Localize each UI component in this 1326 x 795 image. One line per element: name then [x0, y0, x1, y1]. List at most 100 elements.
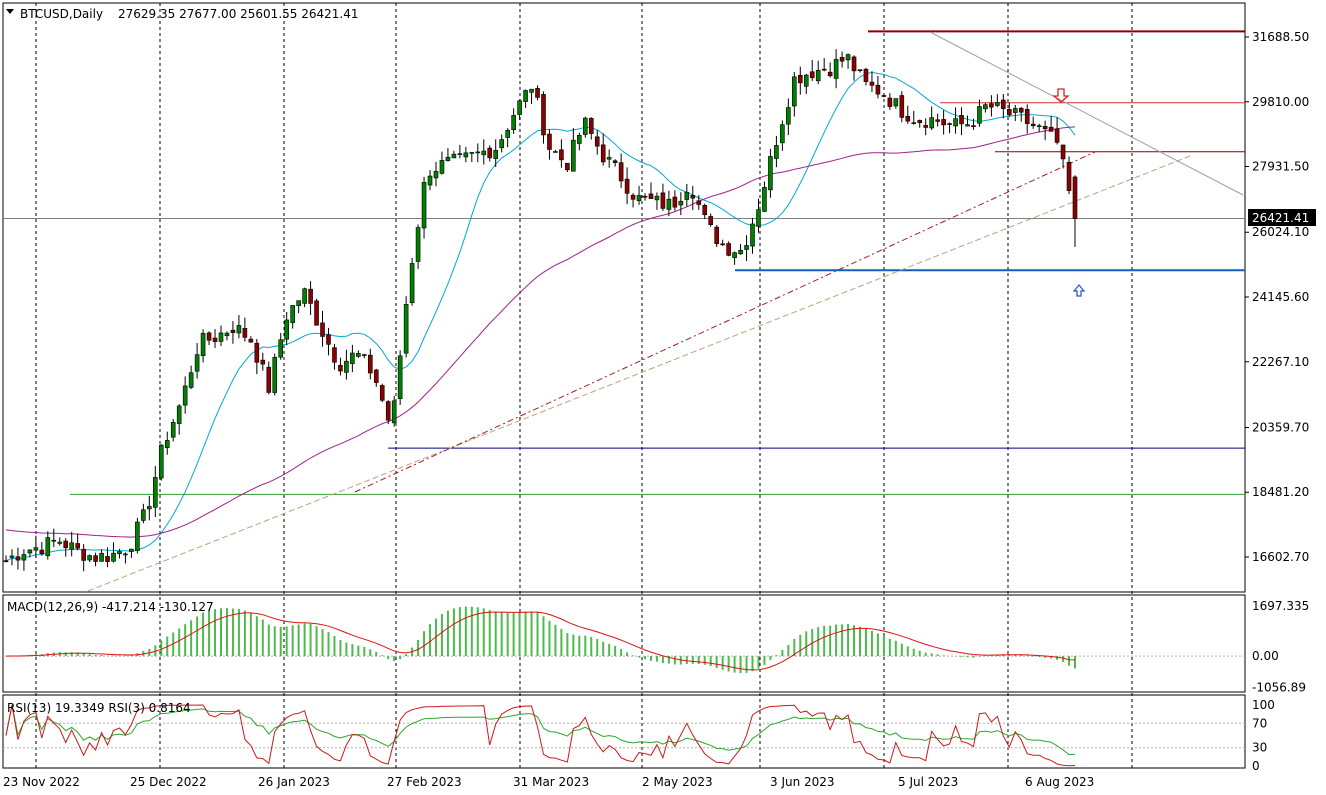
sell-arrow-icon — [1052, 88, 1070, 103]
candle-body — [415, 227, 421, 262]
symbol-label: BTCUSD,Daily — [20, 7, 103, 21]
candle-body — [260, 359, 266, 365]
candle-body — [242, 328, 248, 338]
candle-body — [326, 334, 331, 345]
rsi13-line — [5, 704, 1076, 756]
y-tick-label: 16602.70 — [1252, 550, 1309, 564]
candle-body — [923, 125, 928, 128]
candle-body — [362, 354, 367, 356]
candle-body — [158, 444, 164, 479]
candle-body — [875, 84, 881, 95]
candle-body — [302, 288, 307, 304]
candle-body — [403, 304, 409, 354]
candle-body — [929, 117, 934, 129]
candle-body — [971, 125, 976, 127]
candle-body — [553, 151, 558, 153]
candle-body — [732, 252, 737, 259]
candle-body — [39, 549, 45, 555]
y-tick-label: 20359.70 — [1252, 420, 1309, 434]
candle-body — [887, 97, 893, 107]
candle-body — [774, 145, 779, 159]
candle-body — [493, 150, 499, 159]
candle-body — [577, 135, 582, 144]
ma-fast-line — [5, 71, 1076, 562]
candle-body — [809, 71, 815, 79]
current-price-badge — [1248, 209, 1316, 226]
candle-body — [338, 364, 343, 372]
candle-body — [3, 560, 9, 563]
candle-body — [105, 556, 110, 562]
candle-body — [433, 170, 439, 179]
trendline-support — [87, 155, 1191, 592]
candle-body — [141, 509, 146, 521]
x-tick-label: 23 Nov 2022 — [3, 775, 80, 789]
candle-body — [373, 369, 379, 383]
candle-body — [439, 160, 445, 174]
candle-body — [995, 102, 1000, 106]
buy-arrow-icon — [1072, 284, 1086, 297]
candle-body — [212, 337, 218, 342]
macd-tick-label: -1056.89 — [1252, 680, 1306, 694]
candle-body — [475, 151, 481, 154]
candle-body — [457, 153, 463, 155]
candle-body — [21, 554, 27, 561]
macd-tick-label: 1697.335 — [1252, 599, 1309, 613]
price-axis: 23 Nov 2022 25 Dec 2022 26 Jan 2023 27 Feb … — [3, 30, 1309, 789]
ohlc-label: 27629.35 27677.00 25601.55 26421.41 — [118, 7, 358, 21]
candle-body — [600, 144, 606, 163]
candle-body — [899, 95, 905, 118]
rsi-tick-label: 30 — [1252, 741, 1267, 755]
candle-body — [117, 551, 122, 555]
candle-body — [87, 555, 92, 561]
candle-body — [636, 195, 642, 202]
candle-body — [254, 342, 260, 363]
candle-body — [164, 440, 170, 448]
candle-body — [99, 553, 104, 562]
candle-body — [463, 152, 469, 158]
x-tick-label: 26 Jan 2023 — [258, 775, 330, 789]
macd-tick-label: 0.00 — [1252, 649, 1279, 663]
candle-body — [953, 118, 958, 127]
candle-body — [391, 400, 397, 424]
candle-body — [356, 353, 361, 357]
candle-body — [977, 106, 982, 124]
y-tick-label: 22267.10 — [1252, 355, 1309, 369]
candle-body — [1001, 99, 1006, 110]
candle-body — [290, 305, 295, 324]
candle-body — [1060, 144, 1066, 160]
candle-body — [666, 198, 672, 210]
x-tick-label: 31 Mar 2023 — [513, 775, 589, 789]
y-tick-label: 31688.50 — [1252, 30, 1309, 44]
candle-body — [803, 74, 809, 87]
candle-body — [869, 81, 875, 86]
candle-body — [905, 116, 911, 122]
candle-body — [320, 322, 325, 337]
candle-body — [481, 150, 487, 156]
candle-body — [624, 178, 630, 194]
candle-body — [720, 243, 725, 246]
candle-body — [153, 477, 158, 508]
candle-body — [1072, 176, 1078, 219]
candle-body — [129, 548, 134, 552]
candle-body — [57, 541, 63, 544]
candle-body — [582, 117, 588, 135]
candle-body — [1066, 161, 1072, 191]
candle-body — [45, 537, 51, 557]
candle-body — [989, 103, 994, 108]
candle-body — [123, 553, 128, 556]
candle-body — [397, 355, 403, 399]
collapse-triangle-icon[interactable] — [6, 9, 14, 14]
candle-body — [708, 216, 714, 225]
candle-body — [194, 354, 200, 372]
candle-body — [1036, 125, 1042, 128]
candle-body — [135, 521, 140, 551]
candle-body — [188, 372, 194, 388]
candle-body — [33, 547, 39, 551]
candle-body — [768, 156, 773, 191]
candle-body — [648, 193, 654, 199]
candle-body — [427, 175, 433, 186]
candle-body — [230, 329, 236, 333]
candle-body — [170, 422, 176, 438]
candle-body — [786, 107, 791, 125]
